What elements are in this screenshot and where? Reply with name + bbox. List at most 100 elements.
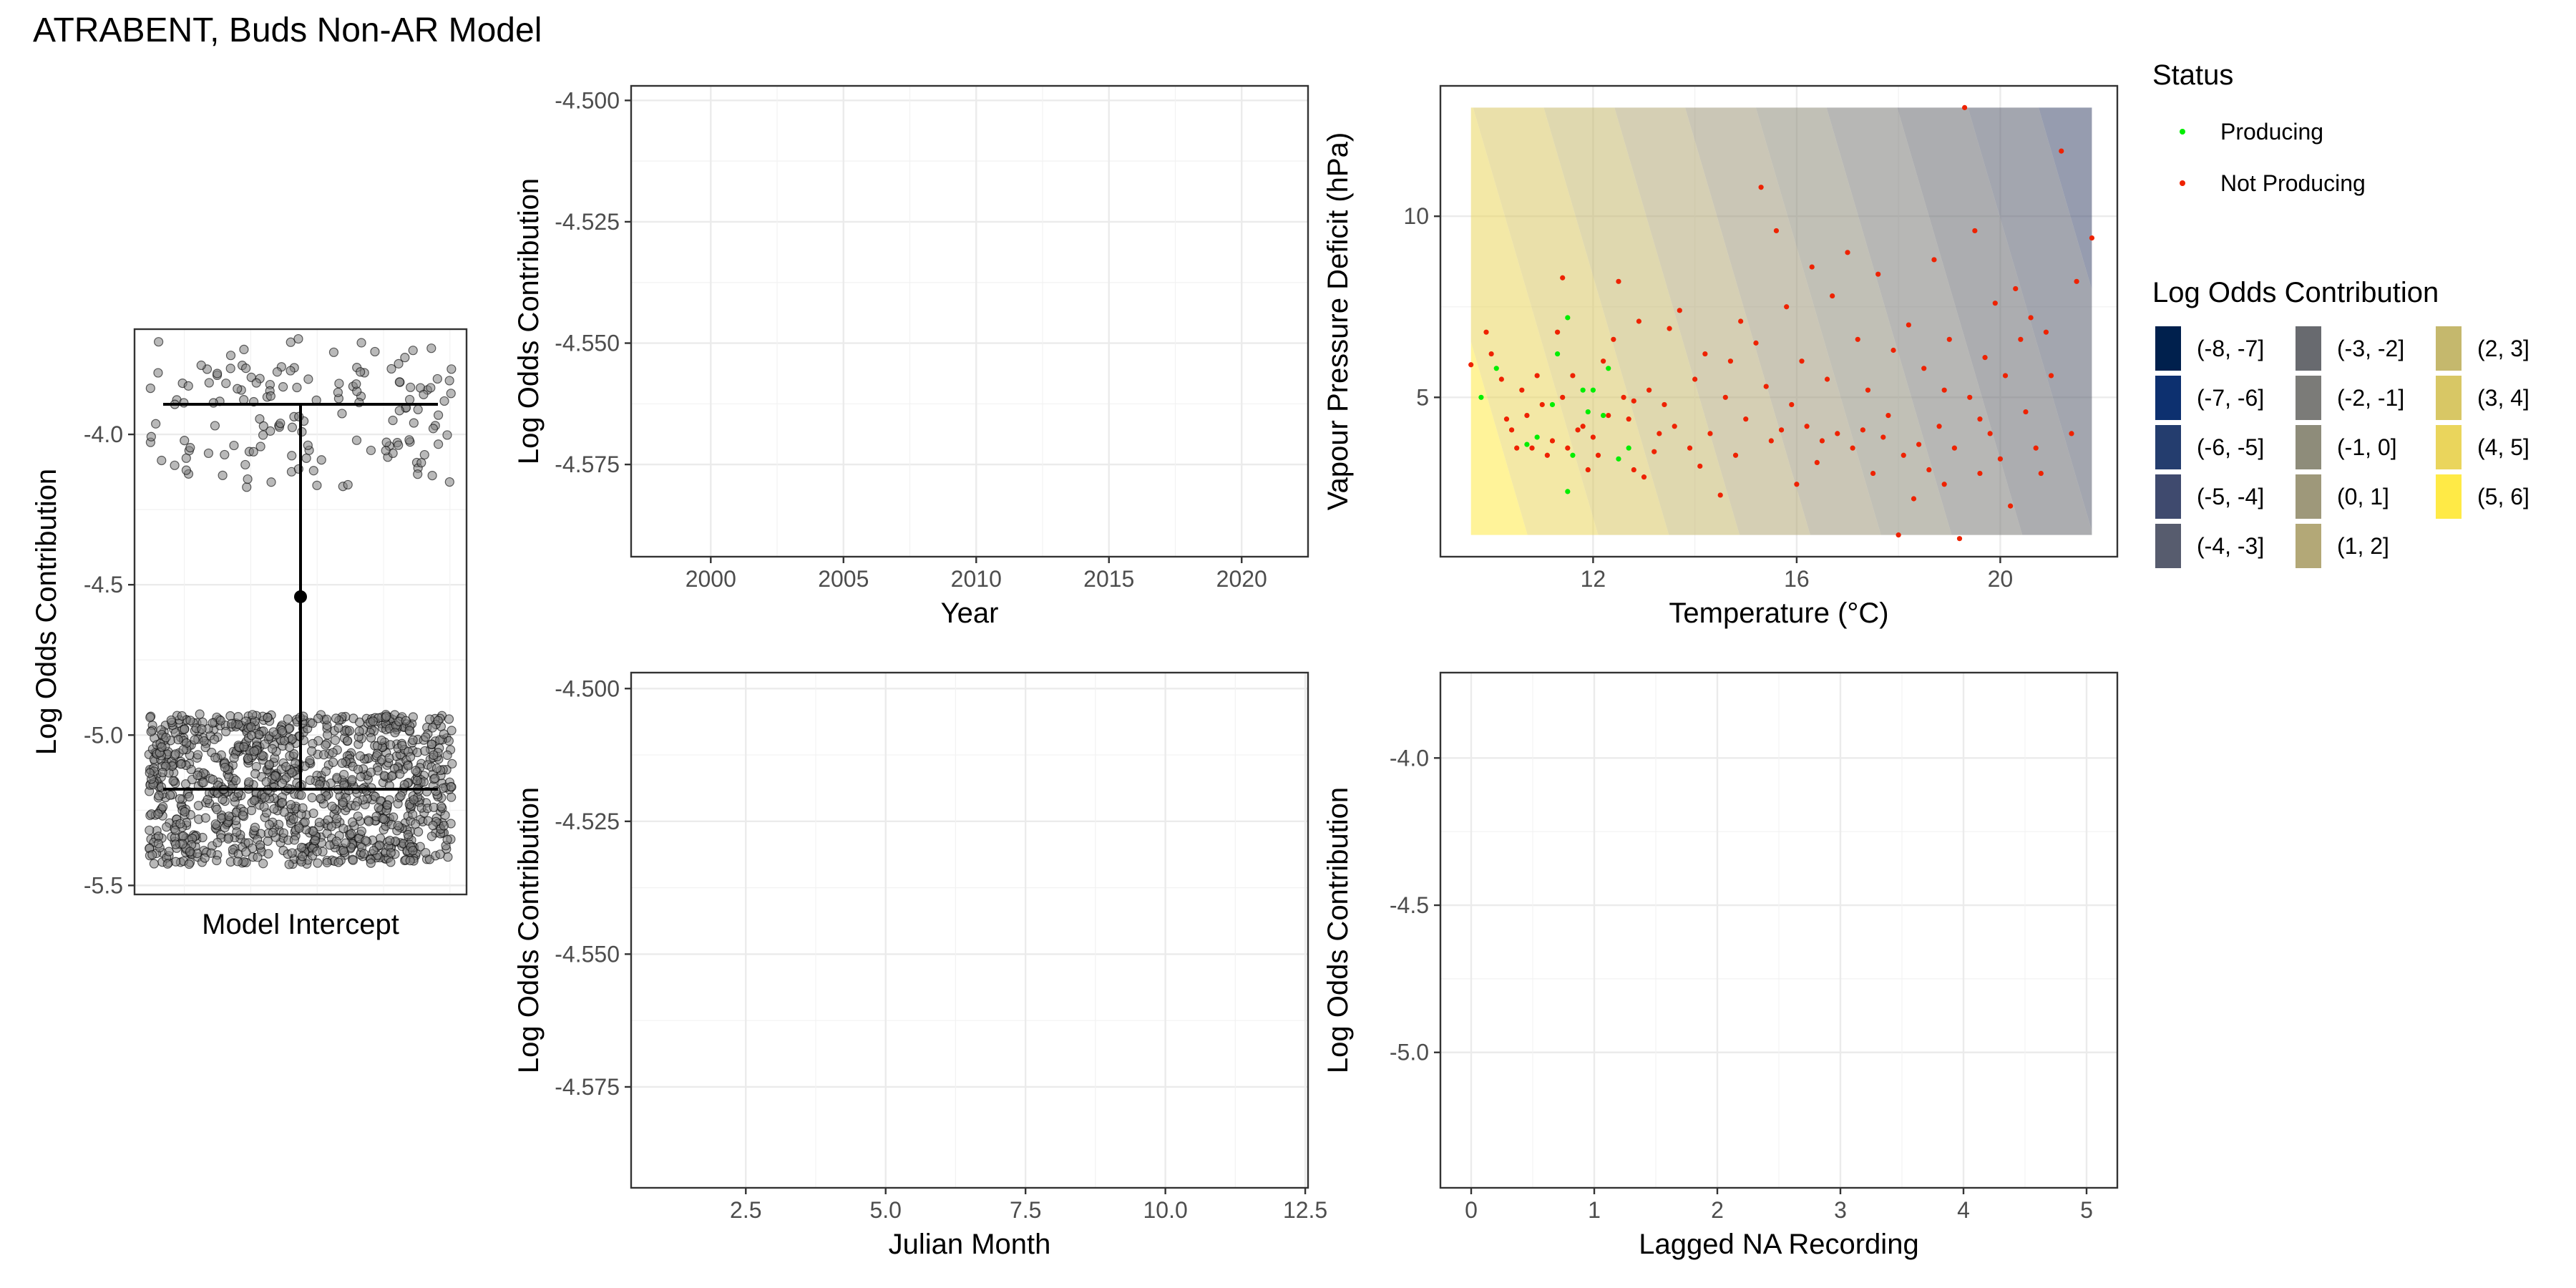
data-point xyxy=(1575,427,1581,433)
data-point xyxy=(175,819,185,829)
data-point xyxy=(171,857,181,867)
data-point xyxy=(1508,427,1515,433)
data-point xyxy=(210,421,220,431)
data-point xyxy=(1601,358,1606,364)
data-point xyxy=(1657,431,1662,436)
legend-fill-label: (0, 1] xyxy=(2337,484,2389,509)
legend-fill-label: (-3, -2] xyxy=(2337,336,2404,361)
data-point xyxy=(1631,398,1636,404)
legend-fill-swatch xyxy=(2155,376,2181,420)
data-point xyxy=(263,836,273,847)
data-point xyxy=(242,482,252,492)
page-title: ATRABENT, Buds Non-AR Model xyxy=(33,11,542,49)
data-point xyxy=(2059,148,2064,154)
data-point xyxy=(413,404,423,414)
data-point xyxy=(341,838,351,848)
x-axis-title: Julian Month xyxy=(889,1229,1051,1260)
data-point xyxy=(1732,452,1739,458)
data-point xyxy=(239,742,249,752)
y-tick-label: -4.525 xyxy=(555,209,620,235)
data-point xyxy=(321,766,331,776)
data-point xyxy=(1865,387,1871,393)
x-tick-label: 16 xyxy=(1784,566,1810,592)
data-point xyxy=(331,836,341,847)
data-point xyxy=(379,814,389,824)
data-point xyxy=(1794,482,1800,487)
data-point xyxy=(308,466,318,476)
data-point xyxy=(1946,336,1952,342)
data-point xyxy=(184,859,194,869)
data-point xyxy=(326,821,336,831)
y-axis-title: Log Odds Contribution xyxy=(1322,787,1354,1073)
year-panel-bg xyxy=(631,86,1308,557)
data-point xyxy=(2023,409,2029,415)
data-point xyxy=(314,817,324,827)
data-point xyxy=(333,723,343,733)
data-point xyxy=(288,814,298,824)
data-point xyxy=(446,389,456,399)
legend-fill-swatch xyxy=(2296,376,2321,420)
data-point xyxy=(1997,456,2004,462)
y-axis-title: Vapour Pressure Deficit (hPa) xyxy=(1322,132,1354,510)
data-point xyxy=(443,852,453,862)
data-point xyxy=(287,768,297,778)
data-point xyxy=(1692,376,1698,382)
x-tick-label: 2005 xyxy=(818,566,869,592)
data-point xyxy=(1565,315,1571,321)
x-tick-label: 5.0 xyxy=(869,1197,901,1223)
data-point xyxy=(385,836,395,846)
data-point xyxy=(190,735,200,745)
data-point xyxy=(386,771,397,781)
data-point xyxy=(154,337,164,347)
data-point xyxy=(1987,431,1993,436)
data-point xyxy=(208,718,218,728)
data-point xyxy=(414,826,424,837)
data-point xyxy=(1585,409,1591,415)
data-point xyxy=(330,735,341,746)
data-point xyxy=(351,801,361,811)
data-point xyxy=(1916,441,1922,447)
data-point xyxy=(162,822,172,832)
data-point xyxy=(353,811,363,821)
data-point xyxy=(170,825,180,835)
data-point xyxy=(318,750,329,760)
data-point xyxy=(394,377,404,387)
data-point xyxy=(195,709,205,719)
data-point xyxy=(258,430,268,440)
data-point xyxy=(390,728,400,738)
data-point xyxy=(396,791,406,801)
data-point xyxy=(279,736,290,746)
data-point xyxy=(170,749,180,759)
data-point xyxy=(225,364,235,374)
data-point xyxy=(1855,336,1860,342)
legend-fill-swatch xyxy=(2296,425,2321,469)
legend-fill-label: (-1, 0] xyxy=(2337,434,2397,460)
legend-fill-swatch xyxy=(2296,326,2321,371)
data-point xyxy=(246,722,256,732)
surface-band xyxy=(1826,107,2023,535)
data-point xyxy=(185,443,195,453)
data-point xyxy=(1560,275,1566,280)
data-point xyxy=(420,746,430,756)
data-point xyxy=(261,777,271,787)
data-point xyxy=(427,723,437,733)
data-point xyxy=(178,745,188,755)
data-point xyxy=(1616,456,1621,462)
data-point xyxy=(1570,452,1576,458)
data-point xyxy=(343,736,353,746)
data-point xyxy=(433,716,443,726)
data-point xyxy=(1702,351,1708,357)
data-point xyxy=(2069,431,2074,436)
lagged_na-panel-border xyxy=(1439,671,2119,1189)
data-point xyxy=(1722,394,1728,400)
data-point xyxy=(351,379,361,389)
data-point xyxy=(1554,329,1561,335)
data-point xyxy=(409,795,419,805)
data-point xyxy=(327,801,337,811)
x-tick-label: 0 xyxy=(1465,1197,1478,1223)
data-point xyxy=(313,713,323,723)
data-point xyxy=(203,448,214,459)
temp_vpd-panel-border xyxy=(1439,84,2119,558)
data-point xyxy=(1570,373,1576,379)
data-point xyxy=(306,746,317,756)
